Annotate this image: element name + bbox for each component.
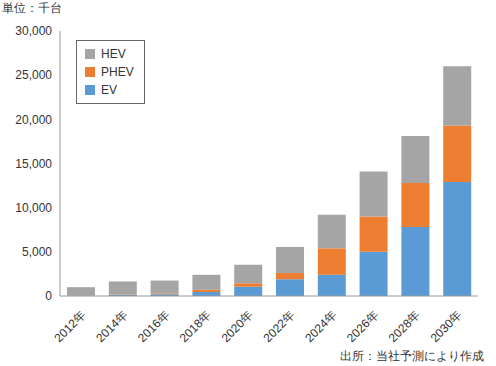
html-text:PHEV: PHEV	[101, 65, 134, 79]
svg-text:2020年: 2020年	[219, 308, 256, 345]
svg-text:2024年: 2024年	[302, 308, 339, 345]
html-text:EV: EV	[101, 83, 117, 97]
svg-text:15,000: 15,000	[15, 157, 52, 171]
svg-text:2018年: 2018年	[177, 308, 214, 345]
svg-text:2030年: 2030年	[428, 308, 465, 345]
svg-text:2028年: 2028年	[386, 308, 423, 345]
svg-text:25,000: 25,000	[15, 68, 52, 82]
svg-text:20,000: 20,000	[15, 113, 52, 127]
html-text:単位：千台: 単位：千台	[2, 1, 62, 15]
svg-text:0: 0	[45, 289, 52, 303]
svg-text:2014年: 2014年	[93, 308, 130, 345]
html-text:出所：当社予測により作成: 出所：当社予測により作成	[340, 349, 484, 363]
html-text:HEV: HEV	[101, 47, 126, 61]
svg-text:2022年: 2022年	[260, 308, 297, 345]
svg-text:10,000: 10,000	[15, 201, 52, 215]
svg-text:2016年: 2016年	[135, 308, 172, 345]
svg-text:2012年: 2012年	[51, 308, 88, 345]
svg-text:30,000: 30,000	[15, 24, 52, 38]
svg-text:5,000: 5,000	[22, 245, 52, 259]
svg-text:2026年: 2026年	[344, 308, 381, 345]
